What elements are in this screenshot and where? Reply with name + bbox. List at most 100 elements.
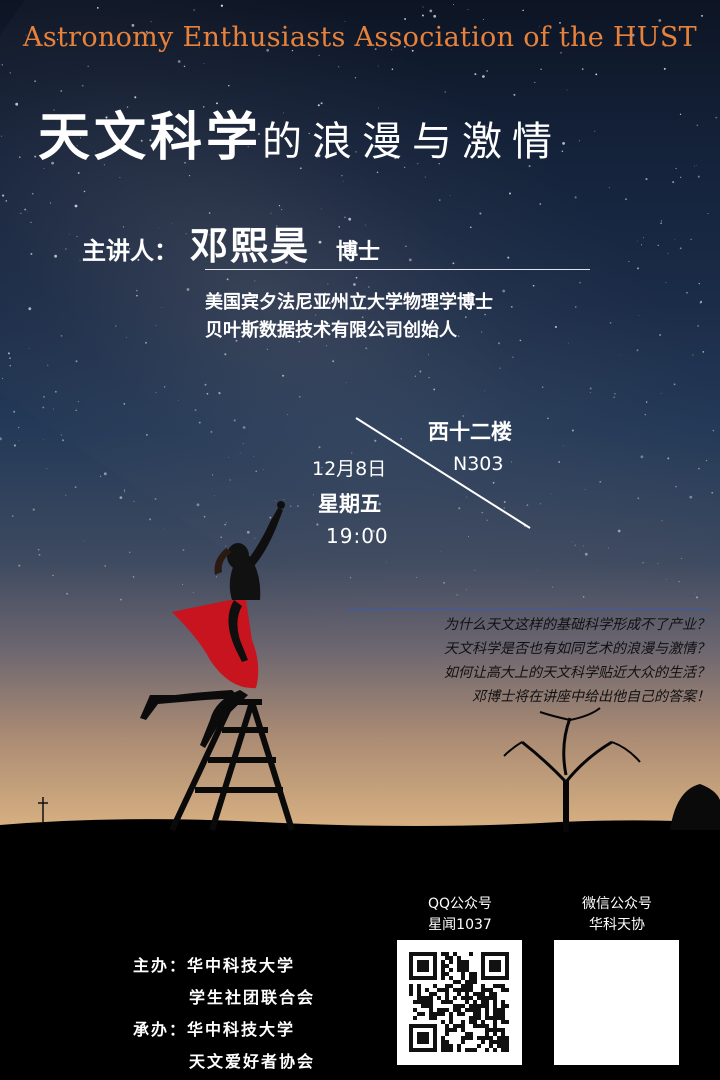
star	[433, 388, 436, 391]
star	[164, 386, 166, 388]
star	[608, 187, 610, 189]
star	[492, 481, 495, 484]
star	[419, 370, 422, 373]
star	[394, 157, 397, 160]
star	[559, 21, 561, 24]
star	[50, 202, 52, 204]
star	[76, 145, 78, 147]
star	[578, 140, 581, 142]
event-time: 19:00	[326, 524, 389, 548]
star	[501, 464, 503, 466]
starfield	[0, 3, 718, 601]
star	[637, 267, 639, 270]
star	[631, 33, 635, 37]
star	[38, 553, 41, 556]
star	[695, 596, 699, 599]
qq-qr-frame[interactable]	[397, 940, 522, 1065]
star	[220, 4, 223, 7]
star	[254, 280, 256, 282]
star	[439, 199, 441, 201]
star	[715, 116, 718, 119]
star	[422, 6, 424, 8]
star	[132, 576, 135, 578]
star	[560, 51, 562, 54]
star	[149, 518, 152, 521]
star	[13, 410, 16, 413]
star	[327, 283, 329, 285]
star	[372, 529, 375, 533]
star	[497, 342, 501, 345]
star	[290, 505, 292, 507]
star	[270, 212, 272, 214]
star	[449, 194, 451, 196]
star	[660, 222, 662, 225]
star	[266, 48, 270, 52]
star	[18, 426, 20, 429]
star	[81, 84, 84, 87]
star	[140, 139, 143, 142]
star	[613, 396, 615, 398]
star	[43, 395, 45, 398]
star	[433, 14, 437, 18]
star	[374, 439, 377, 442]
star	[707, 213, 709, 214]
star	[120, 598, 122, 601]
star	[539, 503, 542, 505]
star	[513, 93, 516, 96]
star	[269, 516, 272, 519]
star	[199, 47, 200, 48]
star	[213, 495, 215, 497]
star	[482, 19, 484, 20]
star	[300, 239, 302, 241]
star	[186, 288, 190, 291]
star	[103, 472, 107, 476]
venue-building: 西十二楼	[428, 420, 512, 444]
star	[665, 578, 667, 580]
star	[532, 284, 535, 287]
star	[679, 113, 682, 115]
star	[137, 258, 140, 261]
star	[185, 233, 187, 235]
star	[28, 307, 32, 311]
star	[52, 574, 54, 577]
star	[126, 336, 127, 338]
star	[338, 66, 340, 68]
star	[693, 165, 695, 167]
star	[695, 593, 696, 594]
star	[589, 387, 592, 390]
event-date: 12月8日	[312, 458, 387, 480]
star	[552, 586, 554, 588]
star	[320, 102, 323, 105]
star	[568, 342, 569, 344]
star	[550, 493, 552, 495]
star	[574, 196, 577, 199]
star	[452, 262, 455, 265]
star	[589, 392, 591, 394]
star	[128, 248, 131, 250]
star	[315, 314, 317, 316]
star	[287, 414, 289, 416]
star	[692, 354, 694, 356]
star	[444, 91, 446, 93]
star	[608, 547, 609, 549]
star	[484, 390, 485, 392]
star	[355, 151, 357, 153]
star	[536, 569, 538, 571]
star	[239, 452, 241, 454]
star	[474, 569, 476, 571]
star	[2, 194, 5, 197]
wechat-id-text: 华科天协	[589, 917, 645, 933]
star	[696, 164, 697, 166]
star	[609, 322, 612, 324]
star	[625, 198, 627, 201]
star	[378, 502, 382, 506]
star	[188, 174, 191, 177]
wechat-qr-placeholder[interactable]	[554, 940, 679, 1065]
star	[274, 500, 276, 502]
star	[332, 360, 335, 363]
qq-account-label: QQ公众号 星闻1037	[395, 894, 525, 936]
question-4: 邓博士将在讲座中给出他自己的答案！	[472, 689, 710, 705]
speaker-title: 博士	[336, 240, 381, 265]
star	[617, 529, 621, 533]
star	[512, 356, 514, 358]
